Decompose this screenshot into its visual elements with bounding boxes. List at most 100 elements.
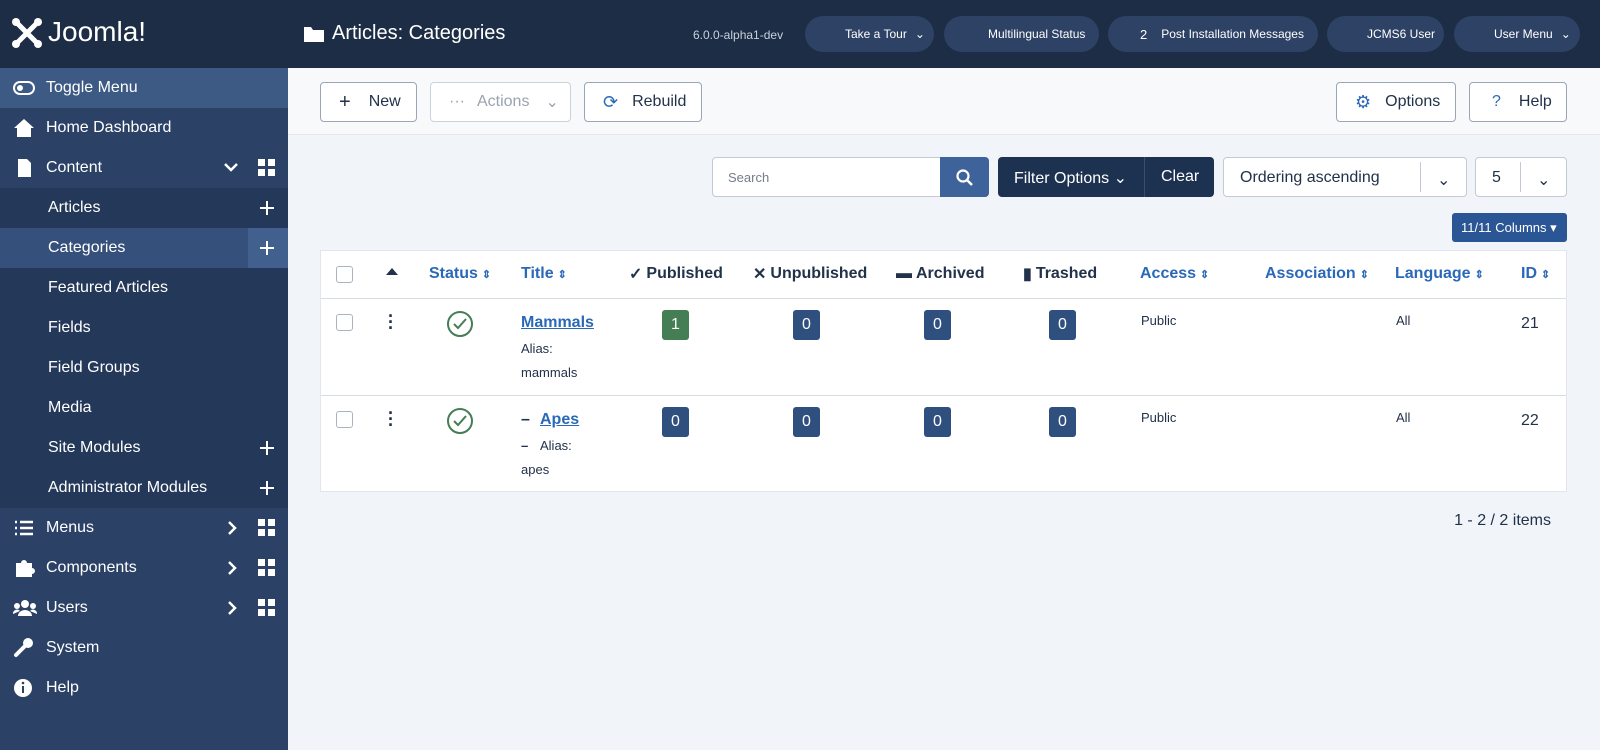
menu-item[interactable]: Fields xyxy=(0,308,288,348)
site-label: JCMS6 User xyxy=(1367,27,1436,41)
user-menu-label: User Menu xyxy=(1494,27,1553,41)
menu-item[interactable]: Help xyxy=(0,668,288,708)
tour-label: Take a Tour xyxy=(845,27,907,41)
version: 6.0.0-alpha1-dev xyxy=(693,28,784,42)
archived-count[interactable]: 0 xyxy=(924,407,951,437)
filter-options-button[interactable]: Filter Options ⌄ xyxy=(998,157,1144,197)
menu-label: Help xyxy=(46,679,79,696)
column-header[interactable]: Association ⇕ xyxy=(1265,265,1369,282)
status-published[interactable] xyxy=(446,310,474,338)
new-button[interactable]: + New xyxy=(320,82,417,122)
access: Public xyxy=(1141,410,1177,425)
sidebar: Toggle Menu Home Dashboard Content Artic… xyxy=(0,68,288,750)
row-actions[interactable]: · · · xyxy=(388,403,394,435)
page-title: Articles: Categories xyxy=(332,22,506,44)
tour-button[interactable]: Take a Tour ⌄ xyxy=(805,16,934,52)
categories-table xyxy=(320,250,1567,492)
multilingual-button[interactable]: Multilingual Status xyxy=(944,16,1099,52)
menu-item[interactable]: Site Modules xyxy=(0,428,288,468)
row-checkbox[interactable] xyxy=(336,314,353,331)
limit-select[interactable]: 5 ⌄ xyxy=(1475,157,1567,197)
unpublished-count[interactable]: 0 xyxy=(793,310,820,340)
logo-icon xyxy=(12,18,42,48)
column-header: ✕ Unpublished xyxy=(753,265,868,283)
search-input[interactable]: Search xyxy=(712,157,941,197)
search-placeholder: Search xyxy=(728,170,770,185)
menu-item[interactable]: Users xyxy=(0,588,288,628)
menu-item[interactable]: Components xyxy=(0,548,288,588)
menu-label: Site Modules xyxy=(48,439,141,456)
published-count[interactable]: 1 xyxy=(662,310,689,340)
user-menu-button[interactable]: User Menu ⌄ xyxy=(1454,16,1580,52)
category-title[interactable]: Mammals xyxy=(521,314,594,331)
menu-item[interactable]: Content xyxy=(0,148,288,188)
ordering-select[interactable]: Ordering ascending ⌄ xyxy=(1223,157,1467,197)
menu-label: Categories xyxy=(48,239,126,256)
menu-item[interactable]: Categories xyxy=(0,228,288,268)
pagination-summary: 1 - 2 / 2 items xyxy=(1454,512,1551,529)
column-label: ID xyxy=(1521,265,1537,282)
search-button[interactable] xyxy=(940,157,989,197)
menu-label: Components xyxy=(46,559,137,576)
column-label: Title xyxy=(521,265,554,282)
column-header[interactable]: Access ⇕ xyxy=(1140,265,1210,282)
options-button[interactable]: ⚙ Options xyxy=(1336,82,1456,122)
menu-item[interactable]: Administrator Modules xyxy=(0,468,288,508)
rebuild-label: Rebuild xyxy=(632,93,687,110)
ordering-label: Ordering ascending xyxy=(1240,169,1380,186)
trashed-count[interactable]: 0 xyxy=(1049,407,1076,437)
post-install-label: Post Installation Messages xyxy=(1161,27,1304,41)
rebuild-button[interactable]: ⟳ Rebuild xyxy=(584,82,702,122)
alias-label: Alias: xyxy=(540,438,572,453)
menu-label: Fields xyxy=(48,319,91,336)
help-button[interactable]: ? Help xyxy=(1469,82,1567,122)
clear-button[interactable]: Clear xyxy=(1144,157,1214,197)
menu-item[interactable]: Media xyxy=(0,388,288,428)
menu-label: Media xyxy=(48,399,92,416)
menu-label: Users xyxy=(46,599,88,616)
archived-count[interactable]: 0 xyxy=(924,310,951,340)
columns-button[interactable]: 11/11 Columns ▾ xyxy=(1452,213,1567,242)
row-actions[interactable]: · · · xyxy=(388,306,394,338)
logo-text: Joomla! xyxy=(48,16,147,47)
actions-label: Actions xyxy=(476,93,530,110)
menu-item[interactable]: Menus xyxy=(0,508,288,548)
access: Public xyxy=(1141,313,1177,328)
menu-item[interactable]: Field Groups xyxy=(0,348,288,388)
limit-label: 5 xyxy=(1492,169,1501,186)
row-checkbox[interactable] xyxy=(336,411,353,428)
menu-label: Administrator Modules xyxy=(48,479,208,496)
ordering-sort[interactable] xyxy=(386,268,398,276)
status-published[interactable] xyxy=(446,407,474,435)
alias-value: mammals xyxy=(521,365,578,380)
actions-button[interactable]: ··· Actions ⌄ xyxy=(430,82,571,122)
column-header[interactable]: ID ⇕ xyxy=(1521,265,1551,282)
column-header[interactable]: Status ⇕ xyxy=(429,265,492,282)
column-header: ▬ Archived xyxy=(896,265,985,282)
menu-label: Toggle Menu xyxy=(46,79,138,96)
unpublished-count[interactable]: 0 xyxy=(793,407,820,437)
alias-value: apes xyxy=(521,462,550,477)
column-header[interactable]: Language ⇕ xyxy=(1395,265,1484,282)
menu-item[interactable]: Articles xyxy=(0,188,288,228)
published-count[interactable]: 0 xyxy=(662,407,689,437)
menu-item[interactable]: Toggle Menu xyxy=(0,68,288,108)
site-button[interactable]: JCMS6 User xyxy=(1327,16,1444,52)
category-title[interactable]: Apes xyxy=(540,411,580,428)
menu-label: Content xyxy=(46,159,103,176)
language: All xyxy=(1396,410,1411,425)
new-label: New xyxy=(368,93,401,110)
column-label: Status xyxy=(429,265,478,282)
post-install-button[interactable]: 2 Post Installation Messages xyxy=(1108,16,1318,52)
menu-item[interactable]: System xyxy=(0,628,288,668)
id: 22 xyxy=(1521,412,1539,429)
column-label: Published xyxy=(646,265,723,282)
select-all-checkbox[interactable] xyxy=(336,266,353,283)
column-header[interactable]: Title ⇕ xyxy=(521,265,567,282)
trashed-count[interactable]: 0 xyxy=(1049,310,1076,340)
menu-item[interactable]: Featured Articles xyxy=(0,268,288,308)
menu-item[interactable]: Home Dashboard xyxy=(0,108,288,148)
folder-icon xyxy=(304,27,324,42)
help-label: Help xyxy=(1518,93,1552,110)
